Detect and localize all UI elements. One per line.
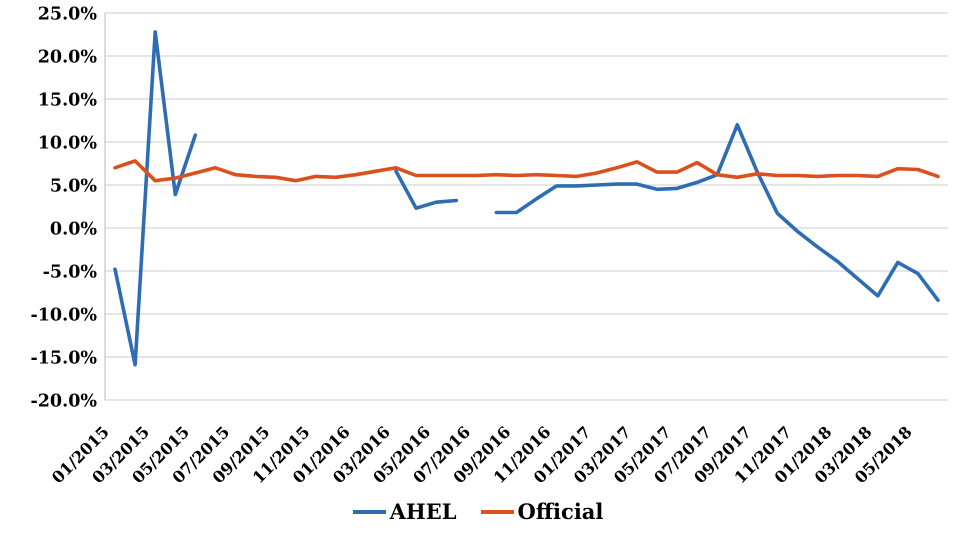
y-axis-tick-label: 15.0% [38,91,98,111]
y-axis-tick-label: -20.0% [30,392,97,412]
y-axis-tick-label: -15.0% [30,349,97,369]
y-axis-tick-label: 25.0% [38,5,98,25]
official-legend-swatch [480,509,514,514]
y-axis-tick-label: 5.0% [50,177,97,197]
y-axis-tick-label: -5.0% [43,263,98,283]
legend-item-official: Official [480,499,604,524]
official-legend-label: Official [517,499,604,524]
ahel-legend-label: AHEL [389,499,457,524]
ahel-legend-swatch [352,509,386,514]
y-axis-tick-label: -10.0% [30,306,97,326]
y-axis-tick-label: 0.0% [50,220,97,240]
legend-item-ahel: AHEL [352,499,457,524]
official-series-line [113,159,940,183]
y-axis-tick-label: 20.0% [38,48,98,68]
legend: AHEL Official [0,499,956,524]
y-axis-tick-label: 10.0% [38,134,98,154]
ahel-series-line [113,30,940,367]
